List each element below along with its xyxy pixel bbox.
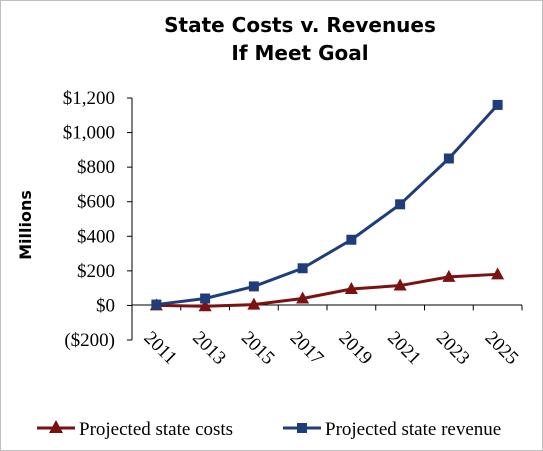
y-tick-label: $800	[77, 157, 115, 178]
data-point-costs	[442, 269, 456, 282]
y-axis-label: Millions	[16, 190, 35, 260]
y-tick-label: $1,200	[63, 88, 115, 109]
data-point-costs	[198, 299, 212, 312]
legend-label-revenue: Projected state revenue	[325, 419, 501, 440]
legend: Projected state costs Projected state re…	[37, 419, 501, 440]
chart-title-line-1: State Costs v. Revenues	[164, 13, 436, 37]
y-tick-label: $200	[77, 261, 115, 282]
y-tick-label: $0	[96, 295, 115, 316]
data-point-costs	[344, 282, 358, 295]
data-point-revenue	[492, 99, 503, 110]
legend-marker-triangle	[49, 420, 63, 433]
data-point-costs	[247, 297, 261, 310]
series-line-1	[156, 103, 499, 307]
data-point-revenue	[248, 281, 259, 292]
y-ticks: ($200) $0 $200 $400 $600 $800 $1,000 $1,200	[63, 88, 132, 351]
series	[149, 99, 505, 312]
chart-title-line-2: If Meet Goal	[231, 41, 368, 65]
y-tick-label: $1,000	[63, 123, 115, 144]
y-tick-label: $600	[77, 192, 115, 213]
data-point-revenue	[200, 293, 211, 304]
data-point-costs	[393, 278, 407, 291]
series-line-0	[156, 272, 498, 308]
data-point-revenue	[395, 199, 406, 210]
legend-marker-square	[297, 423, 307, 433]
data-point-revenue	[443, 153, 454, 164]
data-point-revenue	[346, 234, 357, 245]
data-point-revenue	[151, 299, 162, 310]
y-tick-label: $400	[77, 226, 115, 247]
data-point-costs	[296, 291, 310, 304]
legend-label-costs: Projected state costs	[79, 419, 233, 440]
y-tick-label: ($200)	[64, 330, 115, 351]
data-point-revenue	[297, 263, 308, 274]
data-point-costs	[491, 267, 505, 280]
